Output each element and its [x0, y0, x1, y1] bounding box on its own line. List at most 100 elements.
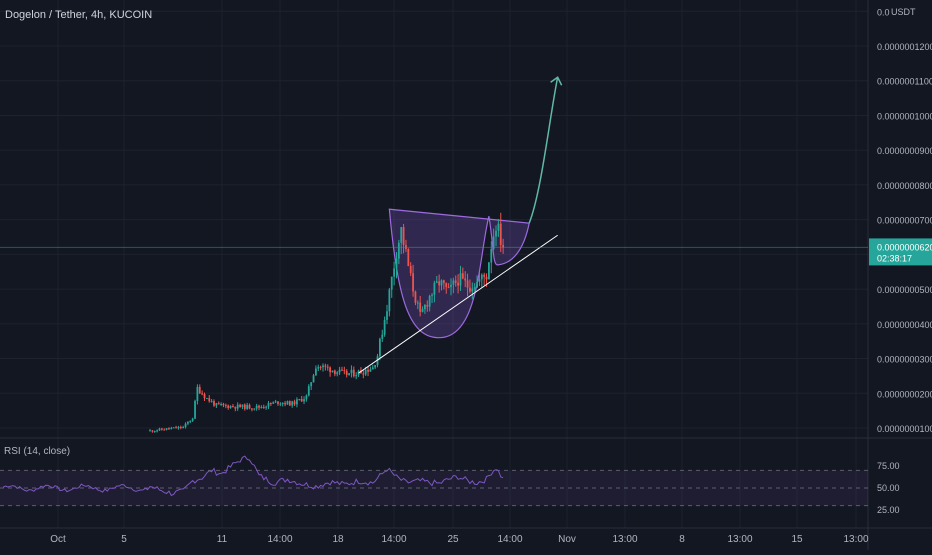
candle-body: [409, 266, 412, 274]
candle-body: [454, 280, 457, 283]
candle-body: [239, 404, 241, 407]
candle-body: [502, 244, 505, 248]
candle-body: [303, 399, 305, 402]
candle-body: [310, 382, 313, 387]
candle-body: [170, 428, 173, 430]
candle-body: [480, 274, 483, 280]
candle-body: [158, 428, 161, 431]
last-price-label: 0.0000000620: [877, 242, 932, 252]
candle-body: [246, 404, 249, 409]
candle-body: [315, 368, 317, 376]
candle-body: [291, 401, 294, 406]
candle-body: [191, 418, 194, 421]
price-tick-label: 0.0000000900: [877, 146, 932, 156]
candle-body: [243, 404, 246, 409]
candle-body: [201, 393, 204, 395]
candle-body: [428, 295, 431, 307]
candle-body: [229, 406, 232, 408]
candle-body: [267, 403, 270, 407]
price-tick-label: 0.0000000200: [877, 389, 932, 399]
time-tick-label: 18: [332, 534, 344, 545]
candle-body: [203, 394, 206, 399]
price-tick-label: 0.0000000300: [877, 355, 932, 365]
candle-body: [400, 227, 403, 243]
currency-label: USDT: [891, 7, 916, 17]
candle-body: [326, 366, 329, 368]
candle-body: [179, 426, 182, 428]
rsi-pane: [0, 455, 868, 507]
candle-body: [194, 400, 196, 419]
candle-body: [177, 426, 180, 429]
candle-body: [338, 369, 341, 373]
candle-body: [251, 408, 253, 410]
candle-body: [497, 223, 500, 231]
candle-body: [461, 273, 464, 279]
countdown-label: 02:38:17: [877, 253, 912, 263]
time-tick-label: 13:00: [843, 534, 868, 545]
time-tick-label: 14:00: [497, 534, 522, 545]
candle-body: [452, 280, 455, 285]
candle-body: [215, 403, 218, 406]
candle-body: [369, 369, 372, 372]
price-axis[interactable]: 0.0 0.0000001200 0.0000001100 0.0000001000 0…: [0, 7, 932, 515]
candle-body: [364, 369, 367, 375]
candle-body: [248, 404, 251, 409]
price-tick-label: 0.0000000700: [877, 216, 932, 226]
candle-body: [198, 386, 201, 394]
target-arrow-head: [550, 76, 563, 86]
candle-body: [397, 242, 400, 259]
time-tick-label: 13:00: [727, 534, 752, 545]
candle-body: [367, 369, 369, 372]
candle-body: [490, 248, 493, 263]
candle-body: [205, 398, 208, 400]
candle-body: [348, 373, 350, 375]
candle-body: [442, 280, 445, 283]
candle-body: [488, 262, 490, 280]
candle-body: [431, 294, 433, 296]
candle-body: [478, 279, 481, 282]
candle-body: [424, 304, 426, 310]
time-axis[interactable]: Oct 5 11 14:00 18 14:00 25 14:00 Nov 13:00 8 13:00 1…: [50, 534, 869, 545]
candle-body: [333, 370, 336, 375]
candle-body: [222, 404, 225, 406]
candle-body: [319, 367, 322, 369]
time-tick-label: 5: [121, 534, 127, 545]
candle-body: [293, 401, 296, 405]
candle-body: [414, 291, 417, 303]
candle-body: [220, 404, 222, 406]
candle-body: [322, 365, 324, 368]
time-tick-label: 11: [217, 534, 228, 545]
candle-body: [149, 430, 151, 432]
price-tick-label: 0.0000000100: [877, 424, 932, 434]
candle-body: [378, 338, 381, 357]
candle-body: [208, 398, 211, 402]
candle-body: [284, 402, 286, 405]
candle-body: [234, 406, 237, 409]
candle-body: [286, 401, 289, 405]
candle-body: [224, 405, 227, 407]
candle-body: [324, 365, 327, 367]
candle-body: [433, 282, 436, 295]
candle-body: [153, 431, 156, 433]
candle-body: [390, 276, 393, 290]
candle-body: [402, 227, 405, 245]
candle-body: [395, 258, 398, 269]
candle-body: [464, 278, 467, 281]
candle-body: [255, 405, 258, 409]
candle-body: [343, 370, 346, 372]
candle-body: [305, 395, 308, 400]
time-tick-label: 15: [791, 534, 803, 545]
candle-body: [341, 369, 343, 371]
price-tick-label: 0.0000001200: [877, 42, 932, 52]
support-trendline: [358, 234, 558, 374]
candle-body: [253, 408, 256, 410]
time-tick-label: 8: [679, 534, 685, 545]
candle-body: [466, 280, 469, 288]
candle-body: [393, 268, 396, 277]
candle-body: [362, 373, 365, 375]
target-arrow-line: [528, 77, 559, 224]
